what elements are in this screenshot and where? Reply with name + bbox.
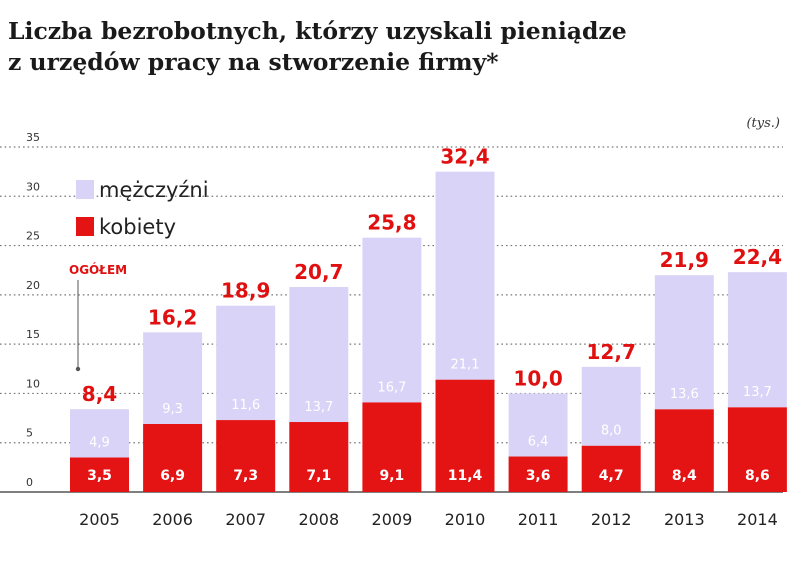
bar-men-2009	[362, 237, 422, 403]
data-label-men-2005: 4,9	[89, 436, 110, 451]
y-tick-label: 20	[26, 279, 40, 292]
data-label-men-2009: 16,7	[377, 380, 406, 395]
data-label-women-2013: 8,4	[672, 468, 697, 484]
x-tick-label-2011: 2011	[518, 510, 559, 529]
x-tick-label-2010: 2010	[445, 510, 486, 529]
data-label-men-2006: 9,3	[162, 402, 183, 417]
total-label-2011: 10,0	[513, 366, 562, 390]
total-label-2014: 22,4	[733, 245, 782, 269]
legend-swatch-women	[76, 217, 94, 236]
bar-women-2005	[70, 457, 129, 492]
data-label-men-2014: 13,7	[743, 385, 772, 400]
bar-men-2012	[581, 366, 641, 446]
bar-men-2013	[654, 275, 714, 410]
data-label-women-2005: 3,5	[87, 468, 112, 484]
y-tick-label: 25	[26, 230, 40, 243]
bar-women-2014	[727, 407, 787, 492]
total-label-2006: 16,2	[148, 305, 197, 329]
total-label-2012: 12,7	[587, 340, 636, 364]
data-label-women-2010: 11,4	[448, 468, 483, 484]
bar-women-2008	[289, 422, 349, 492]
data-label-women-2011: 3,6	[526, 468, 551, 484]
bar-women-2013	[654, 409, 714, 492]
total-label-2005: 8,4	[82, 382, 117, 406]
x-tick-label-2008: 2008	[298, 510, 339, 529]
total-label-2008: 20,7	[294, 260, 343, 284]
bar-men-2014	[727, 272, 787, 408]
chart-title: Liczba bezrobotnych, którzy uzyskali pie…	[8, 16, 798, 78]
y-tick-label: 15	[26, 328, 40, 341]
x-tick-label-2005: 2005	[79, 510, 120, 529]
y-tick-label: 30	[26, 180, 40, 193]
y-axis: 0 5 10 15 20 25 30 35	[26, 131, 40, 489]
total-label-2013: 21,9	[660, 248, 709, 272]
bar-women-2012	[581, 445, 641, 492]
data-label-women-2007: 7,3	[233, 468, 258, 484]
bars: 3,5 4,9 8,4 6,9 9,3 16,2 7,3 11,6 18,9 7,1 13,7 20,…	[70, 145, 787, 492]
bar-men-2011	[508, 393, 568, 457]
legend-label-men: mężczyźni	[99, 178, 209, 202]
total-label-2007: 18,9	[221, 279, 270, 303]
total-annotation: OGÓŁEM	[69, 262, 127, 372]
legend: mężczyźni kobiety	[76, 178, 209, 239]
x-tick-label-2009: 2009	[372, 510, 413, 529]
total-annotation-label: OGÓŁEM	[69, 262, 127, 277]
legend-label-women: kobiety	[99, 215, 176, 239]
bar-women-2006	[143, 423, 203, 492]
data-label-women-2012: 4,7	[599, 468, 624, 484]
data-label-women-2008: 7,1	[306, 468, 331, 484]
data-label-men-2011: 6,4	[528, 435, 549, 450]
data-label-men-2008: 13,7	[304, 400, 333, 415]
x-axis: 2005 2006 2007 2008 2009 2010 2011 2012 2013 2014	[79, 510, 778, 529]
data-label-women-2006: 6,9	[160, 468, 185, 484]
bar-women-2011	[508, 456, 568, 492]
data-label-men-2012: 8,0	[601, 424, 622, 439]
x-tick-label-2014: 2014	[737, 510, 778, 529]
bar-women-2009	[362, 402, 422, 492]
x-tick-label-2012: 2012	[591, 510, 632, 529]
y-tick-label: 0	[26, 476, 33, 489]
x-tick-label-2007: 2007	[225, 510, 266, 529]
legend-swatch-men	[76, 180, 94, 199]
data-label-women-2014: 8,6	[745, 468, 770, 484]
total-annotation-dot	[75, 366, 81, 372]
chart-title-line-2: z urzędów pracy na stworzenie firmy*	[8, 48, 499, 76]
total-label-2010: 32,4	[440, 145, 489, 169]
bar-men-2008	[289, 286, 349, 423]
bar-men-2005	[70, 409, 129, 458]
chart-title-line-1: Liczba bezrobotnych, którzy uzyskali pie…	[8, 17, 627, 45]
y-tick-label: 10	[26, 377, 40, 390]
bar-women-2007	[216, 420, 276, 492]
unit-label: (tys.)	[746, 116, 780, 131]
y-tick-label: 5	[26, 427, 33, 440]
data-label-men-2013: 13,6	[670, 387, 699, 402]
bar-women-2010	[435, 379, 495, 492]
bar-men-2007	[216, 305, 276, 421]
x-tick-label-2013: 2013	[664, 510, 705, 529]
data-label-men-2010: 21,1	[451, 358, 480, 373]
bar-men-2006	[143, 332, 203, 424]
bar-men-2010	[435, 171, 495, 380]
y-tick-label: 35	[26, 131, 40, 144]
data-label-men-2007: 11,6	[231, 398, 260, 413]
total-label-2009: 25,8	[367, 211, 416, 235]
data-label-women-2009: 9,1	[379, 468, 404, 484]
x-tick-label-2006: 2006	[152, 510, 193, 529]
